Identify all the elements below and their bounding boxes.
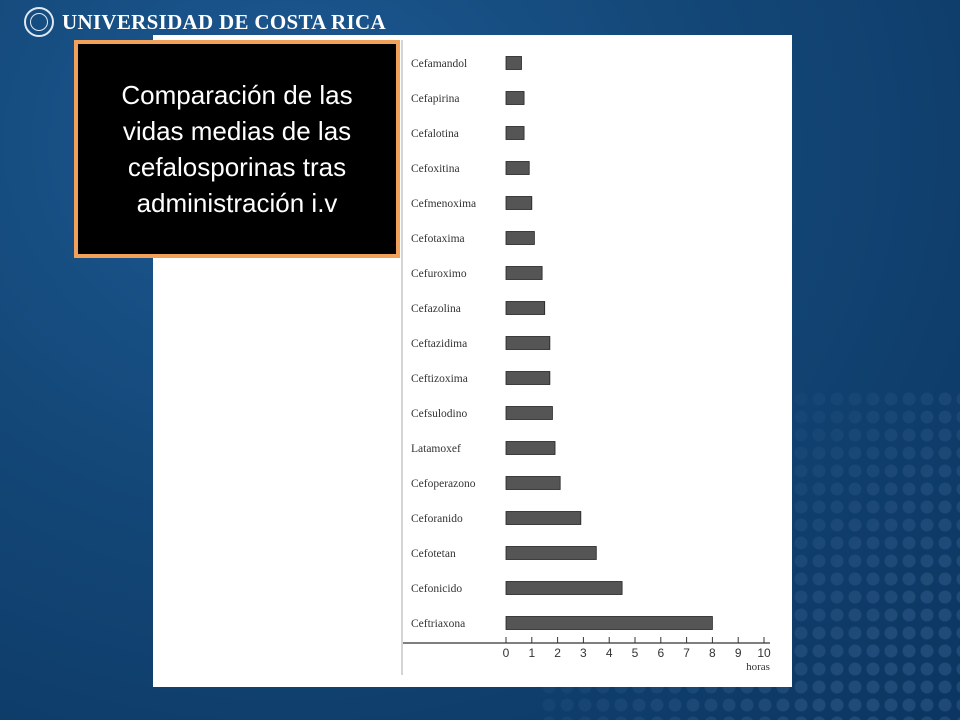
bar [505,266,543,280]
x-tick-label: 7 [683,646,690,660]
category-label: Ceftazidima [411,338,467,350]
x-tick-label: 6 [657,646,664,660]
bar [505,511,582,525]
category-label: Cefonicido [411,583,462,595]
category-label: Cefoxitina [411,163,460,175]
university-name: UNIVERSIDAD DE COSTA RICA [62,9,386,34]
category-label: Ceforanido [411,513,463,525]
category-label: Cefamandol [411,58,467,70]
x-tick-label: 4 [606,646,613,660]
category-label: Cefalotina [411,128,459,140]
bar [505,196,533,210]
bar [505,231,535,245]
bar [505,301,546,315]
x-tick-label: 10 [757,646,771,660]
category-label: Cefoperazono [411,478,476,490]
bar [505,336,551,350]
category-label: Cefazolina [411,303,461,315]
category-label: Cefapirina [411,93,460,105]
category-label: Ceftizoxima [411,373,468,385]
bar [505,476,561,490]
university-seal-icon [24,7,54,37]
callout-text: Comparación de las vidas medias de las c… [121,79,353,219]
category-label: Cefotaxima [411,233,465,245]
bar [505,371,551,385]
x-tick-label: 8 [709,646,716,660]
bar [505,91,525,105]
x-axis-label: horas [746,661,770,673]
category-label: Cefotetan [411,548,456,560]
x-tick-label: 9 [735,646,742,660]
category-label: Ceftriaxona [411,618,465,630]
bar [505,56,522,70]
bar [505,126,525,140]
x-tick-label: 1 [528,646,535,660]
university-header: UNIVERSIDAD DE COSTA RICA [24,6,386,38]
bar [505,441,556,455]
half-life-bar-chart: Cefamandol Cefapirina Cefalotina Cefoxitina… [401,40,771,675]
category-label: Cefuroximo [411,268,467,280]
x-tick-label: 3 [580,646,587,660]
bar [505,161,530,175]
x-tick-label: 5 [632,646,639,660]
x-tick-label: 0 [503,646,510,660]
x-tick-label: 2 [554,646,561,660]
category-label: Cefsulodino [411,408,467,420]
category-label: Cefmenoxima [411,198,476,210]
bar [505,616,713,630]
bar [505,546,597,560]
bar [505,406,553,420]
bar [505,581,623,595]
callout-box: Comparación de las vidas medias de las c… [74,40,400,258]
category-label: Latamoxef [411,443,461,455]
